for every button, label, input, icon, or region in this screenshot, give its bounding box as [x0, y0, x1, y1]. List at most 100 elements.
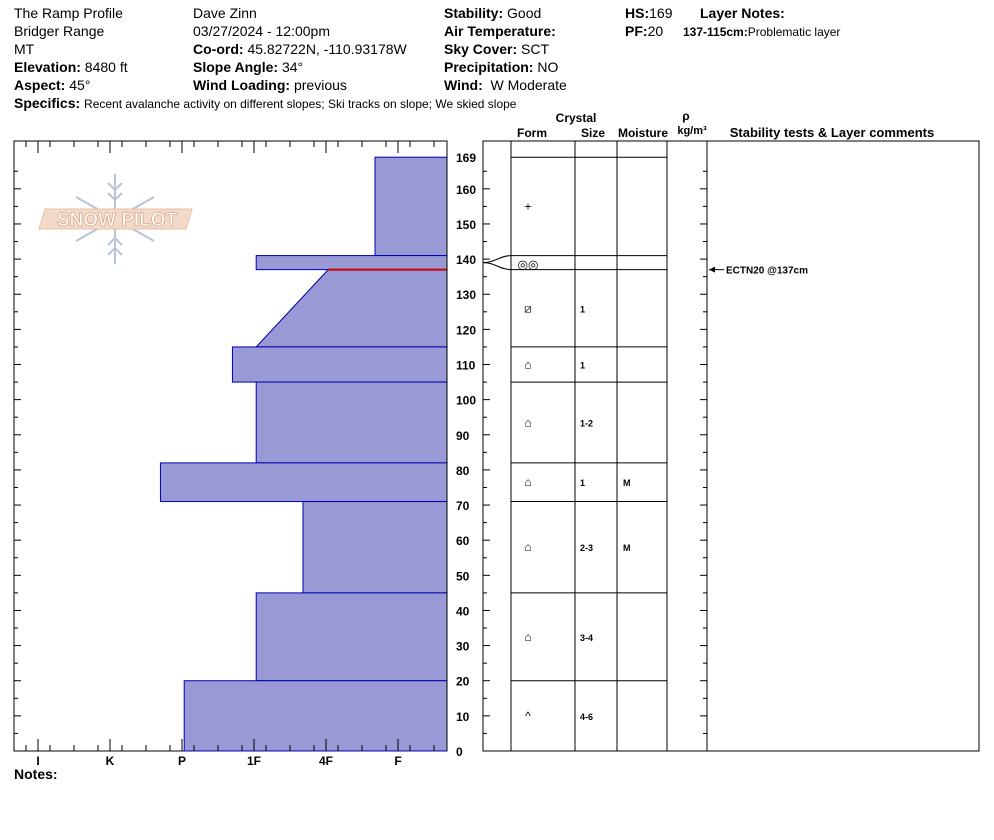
stability-test-label: ECTN20 @137cm: [726, 266, 808, 277]
sky-label: Sky Cover:: [444, 41, 518, 57]
depth-tick-label: 0: [456, 745, 463, 759]
wind-loading-label: Wind Loading:: [193, 77, 291, 93]
stability-field: Stability: Good: [444, 4, 541, 22]
hs-label: HS:: [625, 5, 650, 21]
depth-tick-label: 20: [456, 675, 470, 689]
depth-tick-label: 80: [456, 464, 470, 478]
hardness-bar: [374, 156, 448, 257]
wind-label: Wind:: [444, 77, 483, 93]
depth-tick-label: 90: [456, 429, 470, 443]
grain-size: 1: [580, 361, 585, 371]
grain-form-icon: ◎◎: [518, 258, 539, 272]
slope-label: Slope Angle:: [193, 59, 279, 75]
hardness-bar: [231, 346, 448, 383]
grain-size: 1-2: [580, 418, 593, 428]
wind-loading-value: previous: [293, 77, 347, 93]
hardness-label: K: [106, 754, 115, 768]
layer-note-text: Problematic layer: [747, 25, 841, 39]
specifics-field: Specifics: Recent avalanche activity on …: [14, 94, 516, 113]
observer-name: Dave Zinn: [193, 5, 257, 21]
wind-field: Wind: W Moderate: [444, 76, 567, 94]
grain-form-icon: ⧄: [524, 301, 532, 315]
logo-text: SNOW PILOT: [57, 210, 178, 231]
test-arrowhead: [709, 266, 715, 273]
hardness-bar: [302, 501, 448, 594]
grain-size: 4-6: [580, 712, 593, 722]
air-temp-field: Air Temperature:: [444, 22, 556, 40]
hardness-bar: [255, 381, 448, 464]
depth-tick-label: 30: [456, 640, 470, 654]
moisture-header: Moisture: [618, 126, 668, 140]
pf-label: PF:: [625, 23, 648, 39]
specifics-label: Specifics:: [14, 95, 81, 111]
snowpilot-logo: SNOW PILOT: [38, 174, 193, 264]
layer-table-frame: [482, 140, 980, 752]
range-name: Bridger Range: [14, 23, 105, 39]
grain-form-icon: ⌂: [524, 630, 531, 644]
comments-header: Stability tests & Layer comments: [730, 125, 934, 140]
hardness-label: I: [36, 754, 39, 768]
grain-form-icon: ⌂: [524, 475, 531, 489]
grain-form-icon: +: [524, 199, 531, 213]
layer-note: 137-115cm:Problematic layer: [683, 23, 840, 41]
size-header: Size: [581, 126, 605, 140]
elevation-label: Elevation:: [14, 59, 81, 75]
hardness-bar: [255, 255, 448, 271]
profile-title: The Ramp Profile: [14, 5, 123, 21]
depth-tick-label: 160: [456, 183, 476, 197]
grain-size: 2-3: [580, 543, 593, 553]
form-header: Form: [517, 126, 547, 140]
depth-tick-label: 169: [456, 151, 476, 165]
depth-tick-label: 130: [456, 288, 476, 302]
slope-field: Slope Angle: 34°: [193, 58, 303, 76]
state-name: MT: [14, 41, 35, 57]
moisture-value: M: [623, 478, 631, 488]
hardness-label: 1F: [247, 754, 261, 768]
density-unit-header: kg/m³: [677, 125, 707, 137]
aspect-label: Aspect:: [14, 77, 66, 93]
air-temp-label: Air Temperature:: [444, 23, 556, 39]
depth-tick-label: 70: [456, 499, 470, 513]
precip-label: Precipitation:: [444, 59, 534, 75]
depth-tick-label: 120: [456, 323, 476, 337]
depth-tick-label: 150: [456, 218, 476, 232]
aspect-field: Aspect: 45°: [14, 76, 90, 94]
pf-value: 20: [647, 23, 664, 39]
precip-value: NO: [537, 59, 559, 75]
hardness-label: F: [394, 754, 401, 768]
stability-value: Good: [507, 5, 542, 21]
moisture-value: M: [623, 543, 631, 553]
hardness-bar: [255, 269, 448, 348]
grain-size: 1: [580, 478, 585, 488]
wind-value: W Moderate: [490, 77, 567, 93]
depth-tick-label: 40: [456, 604, 470, 618]
layer-notes-label: Layer Notes:: [700, 5, 785, 21]
layer-note-range: 137-115cm:: [683, 25, 748, 39]
hs-value: 169: [649, 5, 673, 21]
hardness-label: P: [178, 754, 186, 768]
hardness-bar: [159, 462, 448, 503]
hardness-bar: [255, 592, 448, 682]
rho-header: ρ: [682, 109, 689, 123]
crystal-header: Crystal: [556, 111, 597, 125]
depth-tick-label: 60: [456, 534, 470, 548]
grain-form-icon: ⌂: [524, 415, 531, 429]
depth-tick-label: 10: [456, 710, 470, 724]
grain-form-icon: ^: [525, 709, 531, 723]
depth-tick-label: 110: [456, 359, 476, 373]
hs-field: HS:169: [625, 4, 672, 22]
sky-field: Sky Cover: SCT: [444, 40, 549, 58]
depth-tick-label: 140: [456, 253, 476, 267]
grain-size: 3-4: [580, 633, 593, 643]
notes-label: Notes:: [14, 766, 58, 782]
stability-label: Stability:: [444, 5, 504, 21]
slope-value: 34°: [281, 59, 304, 75]
grain-form-icon: ⌂: [524, 358, 531, 372]
hardness-label: 4F: [319, 754, 333, 768]
layer-connector: [482, 262, 512, 271]
elevation-field: Elevation: 8480 ft: [14, 58, 128, 76]
aspect-value: 45°: [69, 77, 91, 93]
coord-label: Co-ord:: [193, 41, 244, 57]
grain-size: 1: [580, 304, 585, 314]
